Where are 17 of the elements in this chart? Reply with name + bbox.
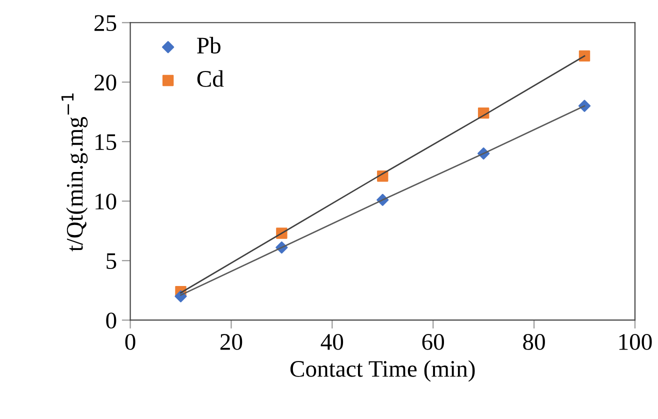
y-tick-label: 0	[106, 312, 116, 329]
y-tick-label: 25	[94, 15, 116, 32]
y-tick-label: 20	[94, 74, 116, 91]
x-tick-label: 40	[320, 334, 344, 350]
y-axis-title: t/Qt(min.g.mg$^{−1}$	[61, 93, 88, 252]
point	[578, 50, 590, 62]
x-tick-label: 60	[422, 334, 444, 350]
x-tick-label: 0	[125, 334, 136, 350]
x-tick-label: 80	[523, 334, 545, 350]
y-tick-label: 15	[96, 134, 116, 150]
legend-label: Pb	[197, 36, 220, 54]
x-axis-title: Contact Time (min)	[290, 360, 475, 382]
y-tick-label: 5	[106, 253, 116, 270]
y-tick-label: 10	[96, 194, 116, 210]
legend-label: Cd	[197, 70, 224, 87]
x-tick-label: 20	[220, 334, 242, 350]
x-tick-label: 100	[619, 334, 652, 350]
